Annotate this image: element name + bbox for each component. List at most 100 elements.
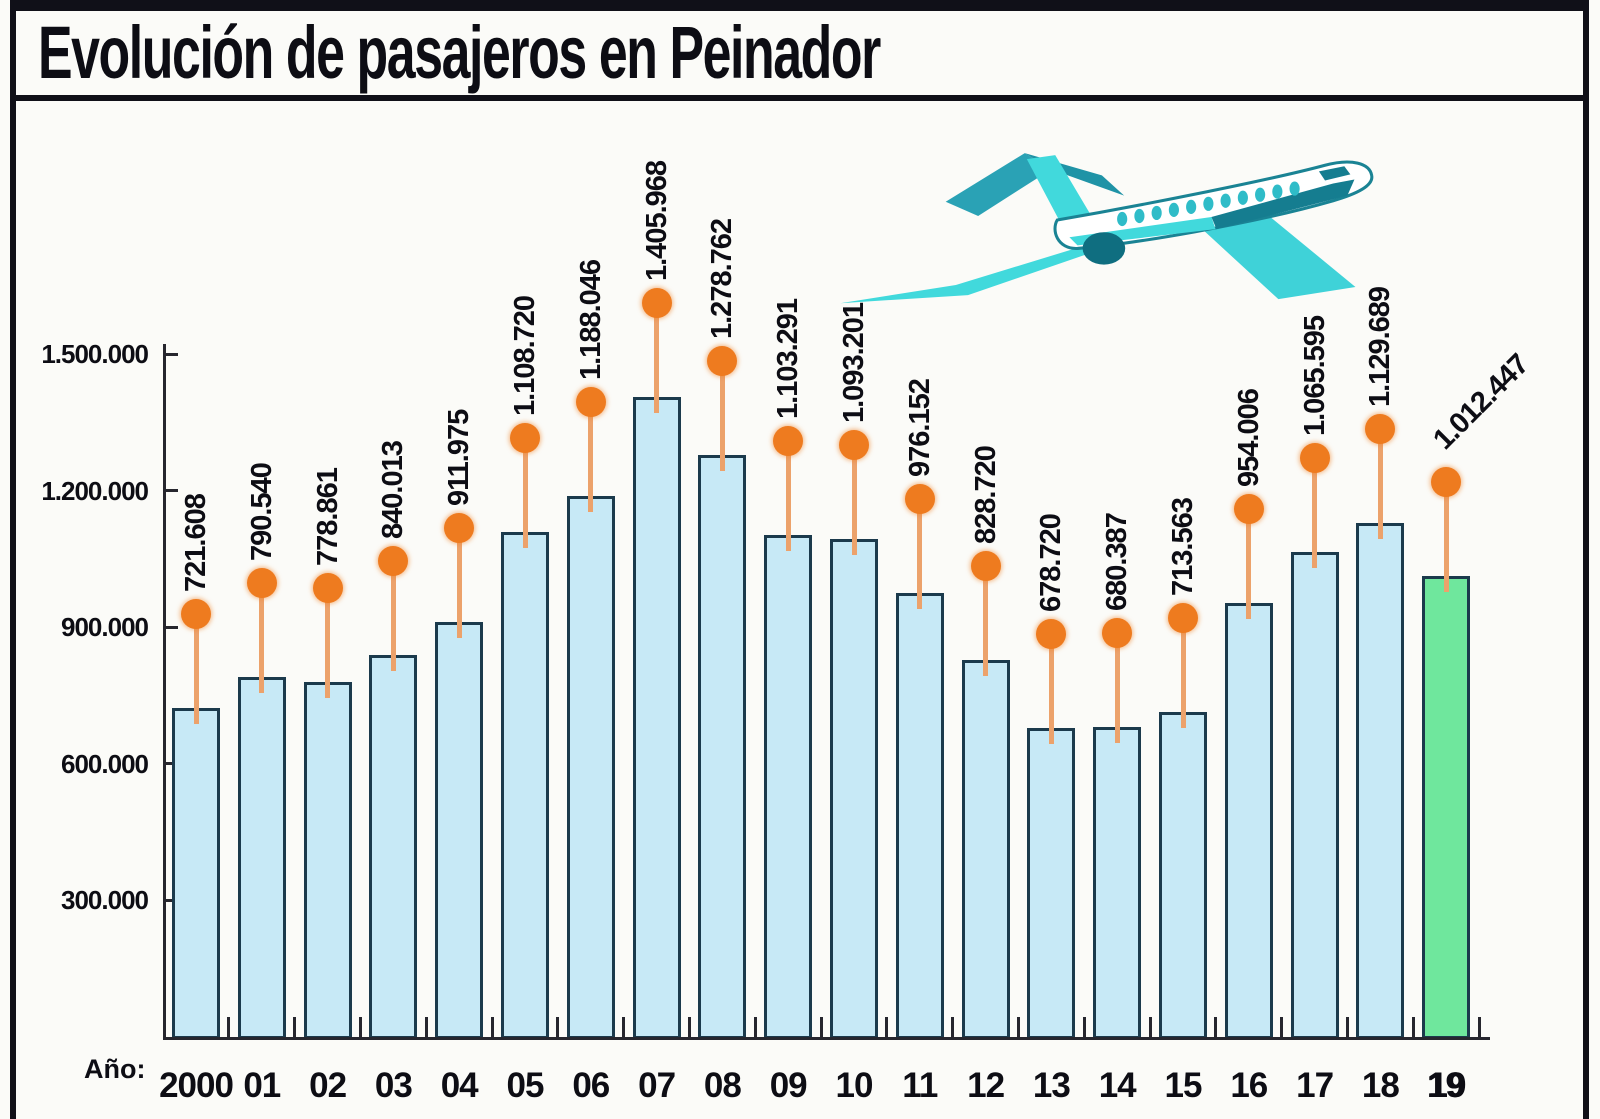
value-label: 778.861 xyxy=(311,468,344,567)
value-label: 790.540 xyxy=(245,463,278,562)
frame-top-border xyxy=(10,0,1589,11)
bar-11 xyxy=(895,592,944,1039)
value-stem xyxy=(917,498,923,609)
value-stem xyxy=(1312,457,1318,568)
value-dot xyxy=(970,550,1001,581)
value-label: 828.720 xyxy=(969,445,1002,544)
value-label: 1.108.720 xyxy=(509,296,541,417)
value-label: 721.608 xyxy=(180,494,212,593)
year-label: 06 xyxy=(572,1066,610,1105)
value-label: 1.093.201 xyxy=(838,303,870,424)
value-dot xyxy=(1168,603,1198,634)
x-axis-tick xyxy=(490,1017,494,1037)
year-label: 07 xyxy=(638,1066,676,1105)
x-axis-tick xyxy=(951,1017,955,1037)
bar-19 xyxy=(1422,575,1471,1039)
year-label: 02 xyxy=(309,1066,347,1105)
year-label: 08 xyxy=(703,1066,742,1105)
value-dot xyxy=(1431,466,1462,497)
value-stem xyxy=(325,588,331,699)
plane-engine xyxy=(1082,232,1126,265)
y-axis-tick xyxy=(163,762,178,766)
value-stem xyxy=(1048,633,1054,744)
bar-13 xyxy=(1027,727,1076,1039)
frame-left-border xyxy=(10,0,16,1119)
plane-cockpit xyxy=(1318,166,1351,181)
bar-07 xyxy=(632,396,681,1039)
value-label: 1.405.968 xyxy=(640,160,673,281)
airplane-icon xyxy=(840,153,1374,304)
value-dot xyxy=(575,387,606,418)
bar-03 xyxy=(369,654,418,1039)
year-label: 19 xyxy=(1427,1066,1466,1105)
x-axis-tick xyxy=(1214,1017,1218,1037)
plane-stabilizer-left xyxy=(945,153,1052,216)
year-label: 15 xyxy=(1164,1066,1203,1105)
value-dot xyxy=(444,512,475,543)
year-label: 11 xyxy=(902,1066,938,1105)
year-label: 13 xyxy=(1032,1066,1071,1105)
plane-wing-far xyxy=(1203,211,1356,300)
plane-nose-shading xyxy=(1211,179,1355,230)
y-axis-label: 900.000 xyxy=(61,612,149,643)
value-stem xyxy=(456,527,462,638)
bar-05 xyxy=(501,532,549,1039)
bar-16 xyxy=(1224,602,1273,1039)
value-label: 976.152 xyxy=(903,378,936,477)
value-label: 680.387 xyxy=(1101,513,1134,612)
x-axis-tick xyxy=(1148,1017,1152,1037)
year-label: 2000 xyxy=(159,1066,234,1105)
bar-02 xyxy=(303,682,352,1039)
value-dot xyxy=(510,423,540,454)
value-dot xyxy=(1365,413,1396,444)
value-stem xyxy=(851,445,857,556)
page-title: Evolución de pasajeros en Peinador xyxy=(38,11,881,94)
bar-09 xyxy=(764,534,813,1039)
y-axis-label: 1.500.000 xyxy=(41,339,149,369)
value-label: 678.720 xyxy=(1035,514,1068,612)
value-dot xyxy=(707,345,738,376)
y-axis-tick xyxy=(163,625,178,629)
x-axis-tick xyxy=(885,1017,889,1037)
value-label: 1.129.689 xyxy=(1364,286,1397,407)
year-label: 01 xyxy=(243,1066,281,1105)
value-dot xyxy=(641,287,672,318)
bar-15 xyxy=(1159,712,1207,1039)
x-axis-tick xyxy=(1082,1017,1086,1037)
y-axis-label: 1.200.000 xyxy=(41,475,149,506)
year-label: 12 xyxy=(967,1066,1005,1105)
x-axis-line xyxy=(163,1037,1490,1040)
value-stem xyxy=(588,402,594,513)
value-stem xyxy=(654,302,660,413)
value-dot xyxy=(378,545,409,576)
x-axis-tick xyxy=(1477,1017,1481,1037)
x-axis-tick xyxy=(687,1017,691,1037)
x-axis-tick xyxy=(1280,1017,1284,1037)
bar-08 xyxy=(698,454,747,1039)
x-axis-tick xyxy=(753,1017,757,1037)
value-dot xyxy=(1233,493,1264,524)
value-label: 1.065.595 xyxy=(1298,315,1331,436)
bar-14 xyxy=(1093,727,1142,1039)
value-label: 954.006 xyxy=(1232,388,1265,487)
value-label: 1.188.046 xyxy=(574,260,607,381)
x-axis-tick xyxy=(227,1017,231,1037)
bar-06 xyxy=(566,496,615,1039)
value-label: 1.278.762 xyxy=(706,218,739,339)
y-axis-label: 600.000 xyxy=(61,748,149,779)
bar-04 xyxy=(435,621,484,1039)
x-axis-tick xyxy=(1016,1017,1020,1037)
value-stem xyxy=(1443,481,1449,592)
value-dot xyxy=(904,483,935,514)
value-label: 840.013 xyxy=(377,440,410,539)
value-stem xyxy=(785,440,791,551)
value-stem xyxy=(719,360,725,471)
x-axis-tick xyxy=(622,1017,626,1037)
value-dot xyxy=(1102,618,1133,649)
value-dot xyxy=(1299,442,1330,473)
value-dot xyxy=(839,430,869,461)
x-axis-tick xyxy=(1345,1017,1349,1037)
x-axis-tick xyxy=(819,1017,823,1037)
bar-01 xyxy=(237,677,286,1039)
